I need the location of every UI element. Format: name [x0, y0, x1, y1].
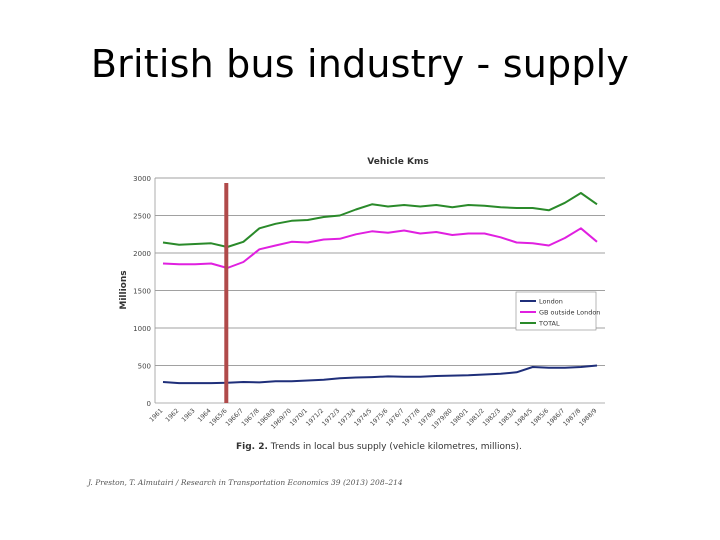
legend-label: London [539, 298, 563, 306]
y-tick-label: 2000 [133, 250, 151, 258]
y-axis-label: Millions [119, 270, 129, 309]
series-line-1 [162, 227, 598, 269]
legend-label: GB outside London [539, 309, 600, 317]
vertical-marker [224, 183, 229, 403]
caption-prefix: Fig. 2. [236, 442, 268, 452]
x-tick-label: 1961 [148, 407, 164, 423]
figure-caption: Fig. 2. Trends in local bus supply (vehi… [236, 442, 522, 452]
caption-text: Trends in local bus supply (vehicle kilo… [270, 442, 522, 452]
x-tick-label: 1988/9 [578, 407, 598, 427]
y-tick-label: 3000 [133, 175, 151, 183]
y-tick-label: 500 [138, 363, 151, 371]
y-tick-label: 1000 [133, 325, 151, 333]
legend-label: TOTAL [538, 320, 560, 328]
x-tick-label: 1962 [164, 407, 180, 423]
series-line-2 [162, 192, 598, 248]
citation: J. Preston, T. Almutairi / Research in T… [88, 478, 403, 487]
line-chart: Vehicle Kms Millions 0 500 1000 1500 2000 250… [119, 157, 605, 431]
y-tick-label: 2500 [133, 213, 151, 221]
y-tick-label: 0 [147, 400, 151, 408]
slide-title: British bus industry - supply [90, 42, 630, 86]
x-tick-label: 1963 [180, 407, 196, 423]
y-tick-label: 1500 [133, 288, 151, 296]
chart-title: Vehicle Kms [367, 157, 428, 167]
series-line-0 [162, 364, 598, 385]
